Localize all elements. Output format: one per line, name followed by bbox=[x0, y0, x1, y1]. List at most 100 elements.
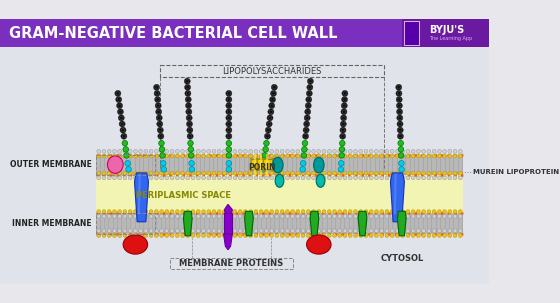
Circle shape bbox=[149, 154, 153, 158]
Circle shape bbox=[369, 176, 373, 180]
Circle shape bbox=[191, 215, 195, 218]
Circle shape bbox=[339, 140, 345, 146]
Circle shape bbox=[301, 210, 305, 214]
Circle shape bbox=[175, 176, 179, 180]
Circle shape bbox=[197, 215, 200, 218]
Circle shape bbox=[133, 229, 137, 233]
Circle shape bbox=[154, 90, 160, 96]
Circle shape bbox=[233, 154, 237, 158]
Circle shape bbox=[126, 167, 132, 172]
Circle shape bbox=[270, 210, 274, 214]
Circle shape bbox=[385, 171, 389, 175]
Bar bbox=[404, 21, 419, 45]
Circle shape bbox=[254, 171, 258, 175]
Circle shape bbox=[411, 234, 415, 238]
Circle shape bbox=[291, 210, 295, 214]
Circle shape bbox=[212, 210, 216, 214]
Circle shape bbox=[139, 215, 143, 218]
Circle shape bbox=[306, 171, 310, 175]
Circle shape bbox=[442, 171, 446, 175]
Circle shape bbox=[375, 176, 379, 180]
Circle shape bbox=[233, 215, 237, 218]
Circle shape bbox=[396, 96, 402, 103]
Circle shape bbox=[212, 154, 216, 158]
Circle shape bbox=[228, 149, 232, 153]
Circle shape bbox=[375, 229, 379, 233]
Circle shape bbox=[207, 215, 211, 218]
Circle shape bbox=[187, 127, 193, 133]
Circle shape bbox=[385, 215, 389, 218]
Circle shape bbox=[119, 121, 125, 127]
Circle shape bbox=[244, 171, 248, 175]
Circle shape bbox=[133, 171, 137, 175]
Circle shape bbox=[338, 171, 342, 175]
Circle shape bbox=[197, 210, 200, 214]
Circle shape bbox=[228, 215, 232, 218]
Circle shape bbox=[186, 215, 190, 218]
Circle shape bbox=[102, 176, 106, 180]
Circle shape bbox=[427, 229, 431, 233]
Circle shape bbox=[97, 154, 101, 158]
Circle shape bbox=[133, 234, 137, 238]
Circle shape bbox=[343, 176, 347, 180]
Circle shape bbox=[380, 210, 384, 214]
Ellipse shape bbox=[273, 157, 283, 173]
Circle shape bbox=[396, 84, 402, 90]
Circle shape bbox=[312, 229, 315, 233]
Text: MEMBRANE PROTEINS: MEMBRANE PROTEINS bbox=[179, 259, 283, 268]
Circle shape bbox=[144, 210, 148, 214]
Circle shape bbox=[249, 234, 253, 238]
Circle shape bbox=[453, 176, 457, 180]
Bar bbox=[402, 19, 489, 47]
Circle shape bbox=[390, 234, 394, 238]
Circle shape bbox=[459, 229, 462, 233]
Circle shape bbox=[244, 210, 248, 214]
Circle shape bbox=[212, 229, 216, 233]
Circle shape bbox=[97, 210, 101, 214]
Circle shape bbox=[185, 103, 192, 109]
Circle shape bbox=[133, 176, 137, 180]
Circle shape bbox=[348, 171, 352, 175]
Circle shape bbox=[113, 149, 116, 153]
Circle shape bbox=[244, 229, 248, 233]
Circle shape bbox=[422, 229, 426, 233]
Circle shape bbox=[265, 127, 272, 133]
Circle shape bbox=[312, 210, 315, 214]
Circle shape bbox=[226, 161, 232, 166]
Circle shape bbox=[322, 215, 326, 218]
Circle shape bbox=[328, 229, 331, 233]
Circle shape bbox=[286, 171, 290, 175]
Circle shape bbox=[133, 210, 137, 214]
Circle shape bbox=[160, 215, 164, 218]
Circle shape bbox=[207, 154, 211, 158]
Circle shape bbox=[128, 154, 132, 158]
Circle shape bbox=[118, 215, 122, 218]
Circle shape bbox=[102, 234, 106, 238]
Circle shape bbox=[155, 96, 161, 103]
Circle shape bbox=[266, 121, 272, 127]
Circle shape bbox=[459, 215, 462, 218]
Circle shape bbox=[139, 149, 143, 153]
Circle shape bbox=[459, 149, 462, 153]
Circle shape bbox=[244, 215, 248, 218]
Circle shape bbox=[233, 210, 237, 214]
Circle shape bbox=[212, 176, 216, 180]
Circle shape bbox=[338, 210, 342, 214]
Circle shape bbox=[380, 234, 384, 238]
Circle shape bbox=[259, 229, 263, 233]
Circle shape bbox=[340, 121, 346, 127]
Circle shape bbox=[160, 176, 164, 180]
Circle shape bbox=[275, 154, 279, 158]
Circle shape bbox=[262, 153, 268, 158]
Circle shape bbox=[301, 176, 305, 180]
Circle shape bbox=[217, 176, 221, 180]
Circle shape bbox=[133, 149, 137, 153]
Circle shape bbox=[222, 171, 226, 175]
Text: INNER MEMBRANE: INNER MEMBRANE bbox=[12, 219, 92, 228]
Circle shape bbox=[191, 176, 195, 180]
Circle shape bbox=[139, 171, 143, 175]
Circle shape bbox=[364, 229, 368, 233]
Circle shape bbox=[328, 234, 331, 238]
Circle shape bbox=[155, 103, 161, 109]
Circle shape bbox=[353, 215, 357, 218]
